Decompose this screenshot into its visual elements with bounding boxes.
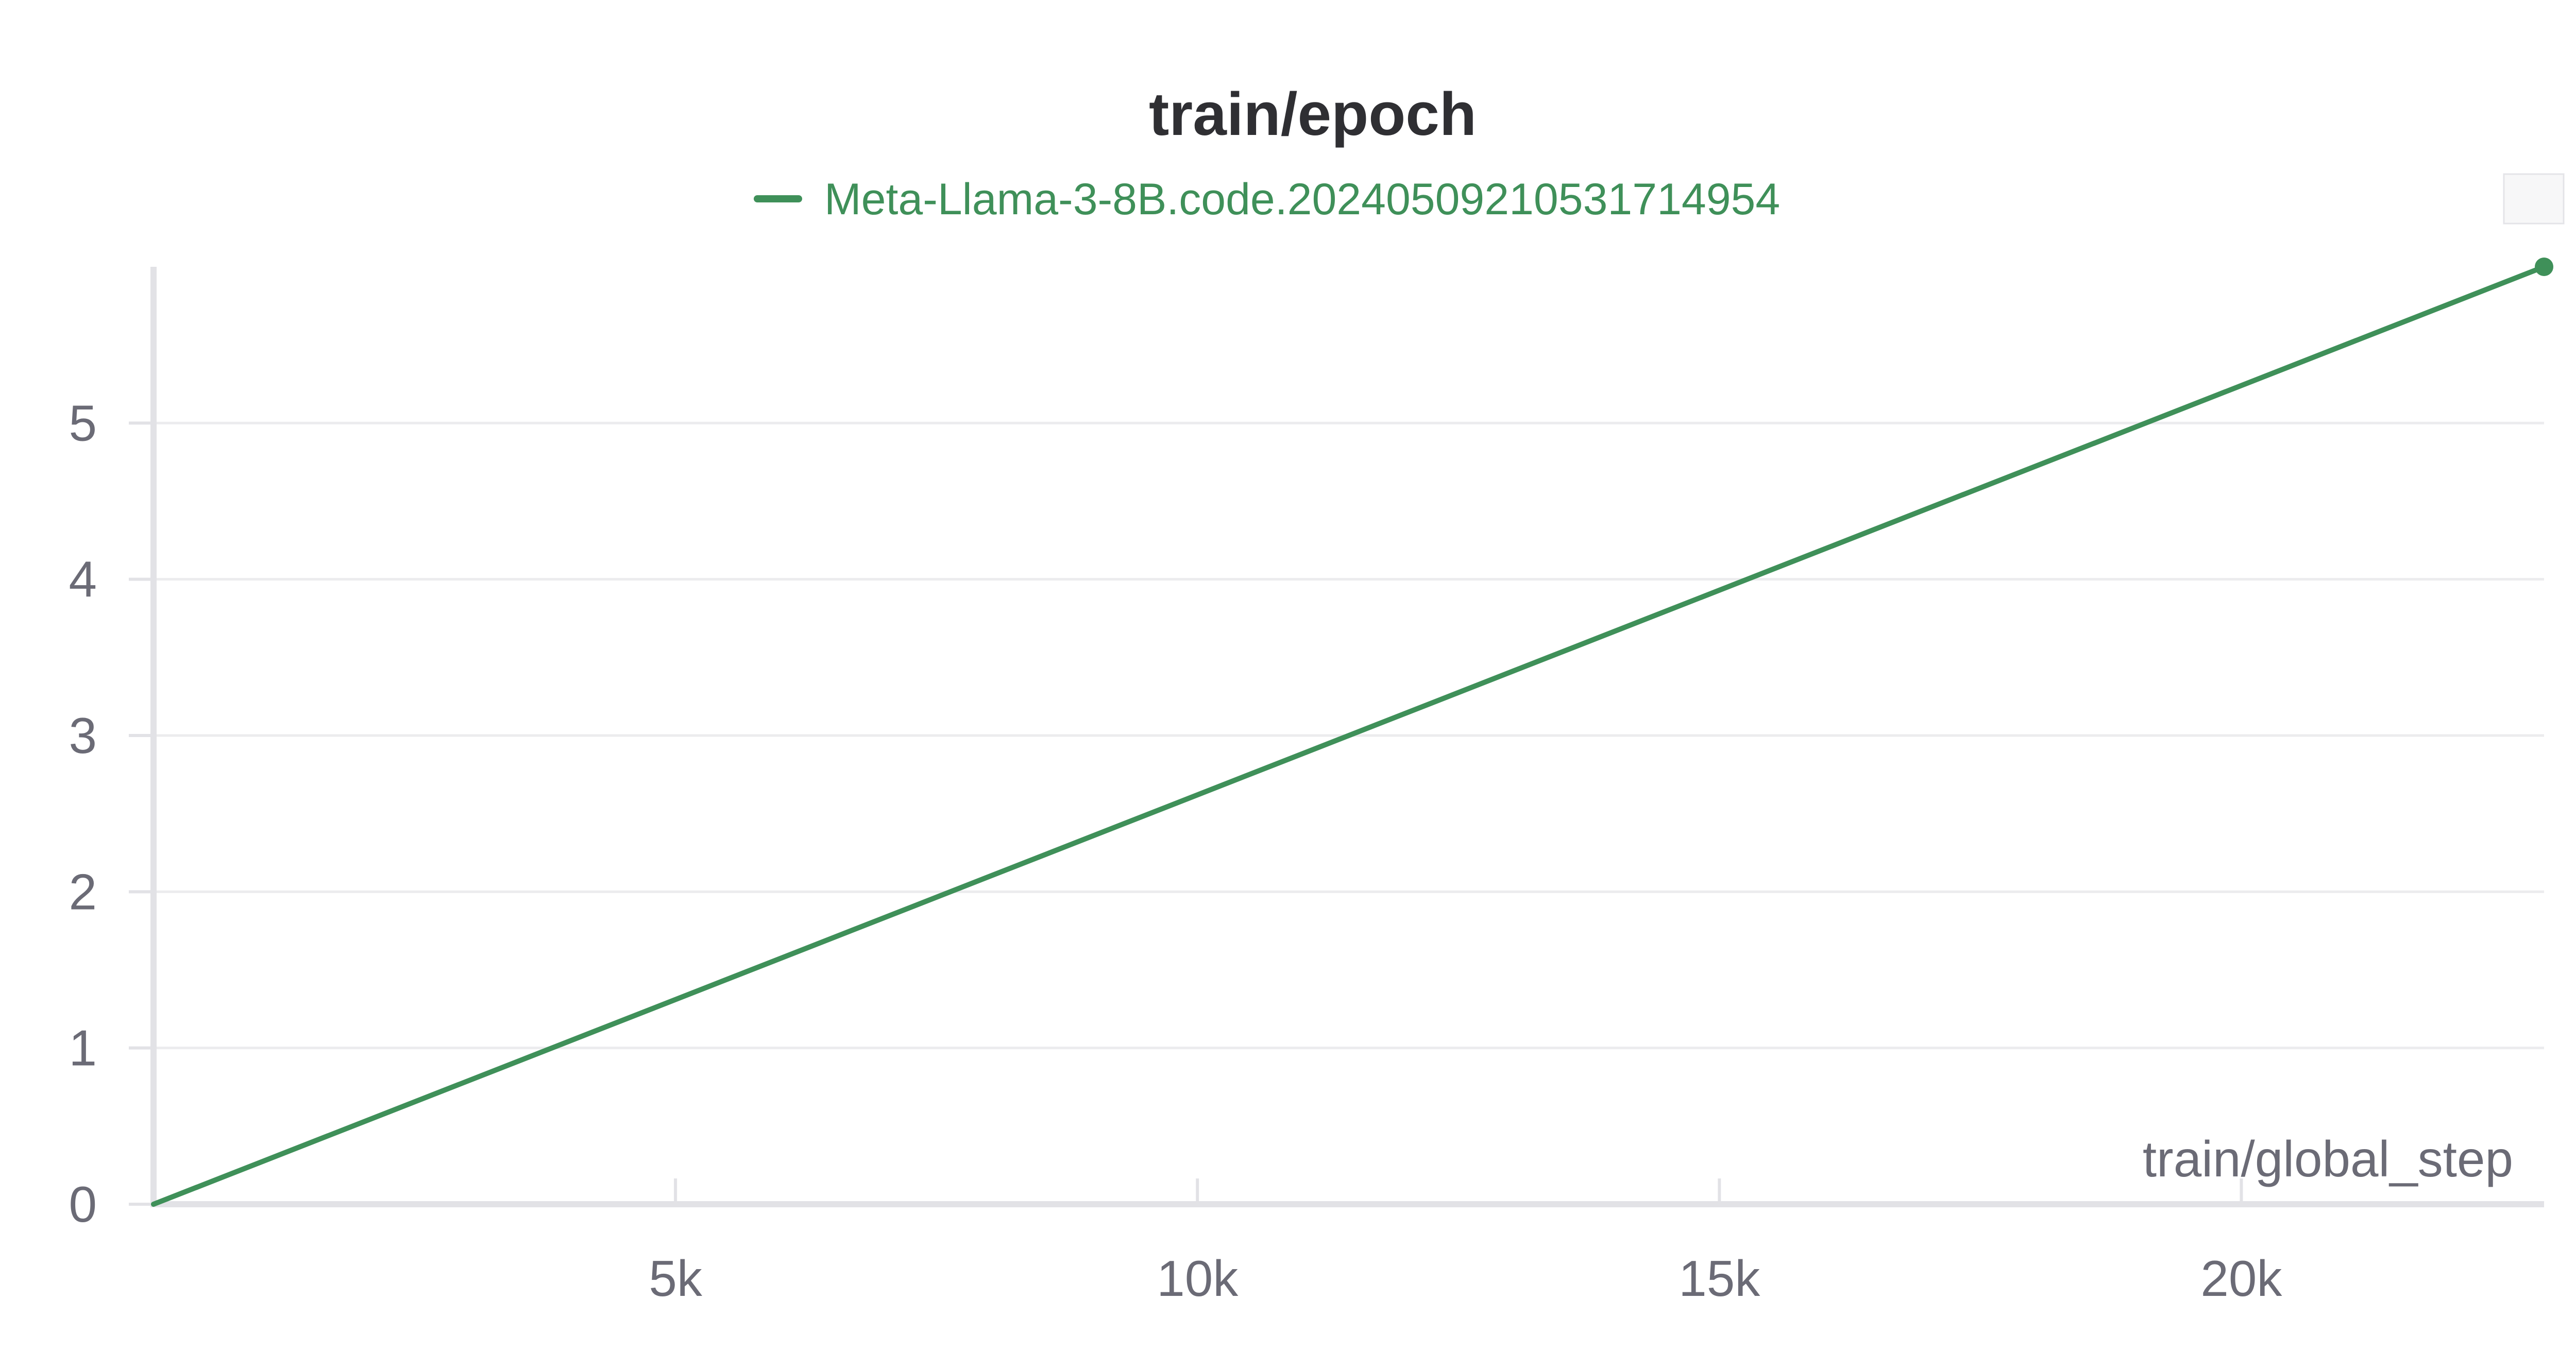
x-tick-label: 20k	[2200, 1250, 2282, 1307]
legend[interactable]: Meta-Llama-3-8B.code.2024050921053171495…	[754, 175, 1780, 224]
x-tick-label: 15k	[1679, 1250, 1760, 1307]
series-line[interactable]	[151, 264, 2547, 1207]
x-tick-label: 5k	[649, 1250, 703, 1307]
legend-label: Meta-Llama-3-8B.code.2024050921053171495…	[824, 175, 1780, 224]
y-tick-label: 2	[69, 863, 97, 920]
x-tick-label: 10k	[1157, 1250, 1239, 1307]
y-axis-ticks: 0 1 2 3 4 5	[69, 395, 154, 1233]
chart-title: train/epoch	[1149, 80, 1477, 148]
x-axis-ticks: 5k 10k 15k 20k	[649, 1178, 2282, 1307]
panel-control-box[interactable]	[2503, 173, 2565, 225]
x-axis-label: train/global_step	[2143, 1131, 2513, 1187]
series-endpoint[interactable]	[2535, 258, 2553, 276]
y-tick-label: 3	[69, 707, 97, 764]
series-layer	[151, 258, 2553, 1207]
y-tick-label: 5	[69, 395, 97, 451]
y-tick-label: 4	[69, 551, 97, 608]
y-tick-label: 0	[69, 1176, 97, 1233]
y-tick-label: 1	[69, 1020, 97, 1076]
